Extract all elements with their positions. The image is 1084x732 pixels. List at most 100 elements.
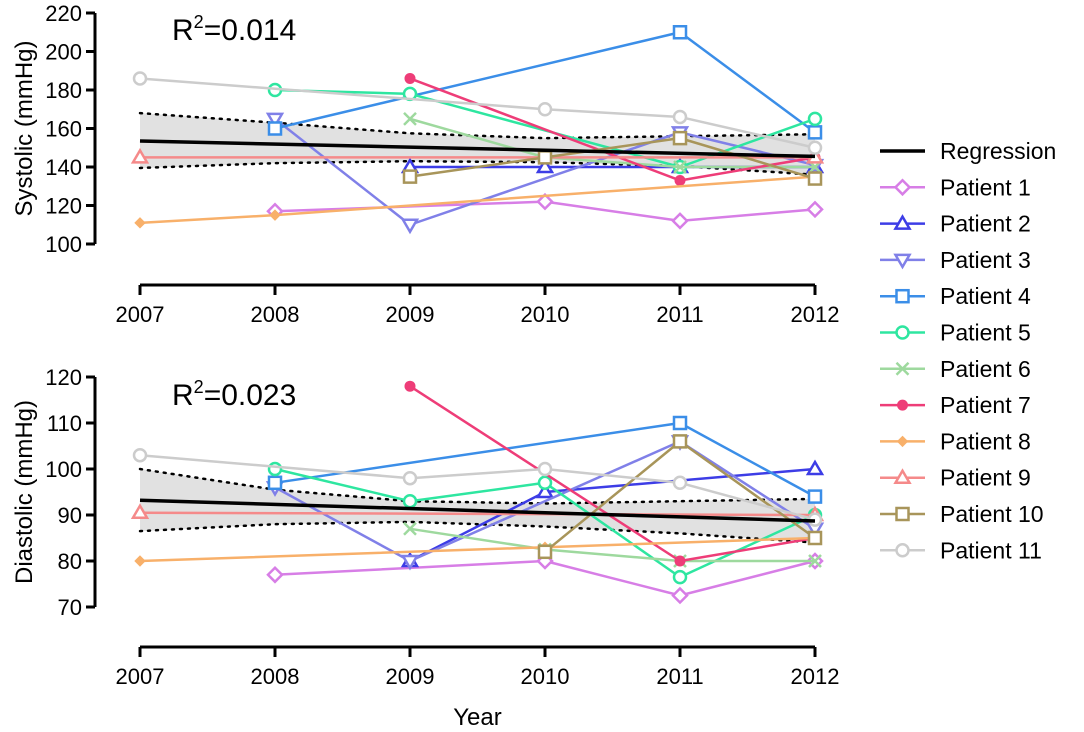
x-tick-label: 2009 [386,664,435,689]
data-point [672,109,688,125]
legend-label: Patient 11 [940,537,1042,563]
y-tick-label: 100 [45,232,82,257]
data-point [807,171,823,186]
legend-label: Patient 4 [940,283,1031,309]
data-point [267,475,283,491]
series-line [274,31,816,134]
ci-lower-line [138,520,817,544]
data-point [266,566,284,584]
legend-label: Patient 10 [940,501,1044,527]
data-point [265,112,285,129]
data-point [400,554,420,571]
data-point [807,530,823,546]
confidence-band-fill [140,113,815,175]
x-tick-label: 2011 [656,664,703,689]
legend-label: Regression [940,138,1056,164]
series-line [139,511,816,517]
systolic-r-squared: R2=0.014 [172,12,296,47]
data-point [537,461,553,477]
legend-label: Patient 1 [940,174,1031,200]
x-tick-label: 2010 [521,664,570,689]
legend-marker [895,361,910,376]
data-point [807,111,823,127]
data-point [403,521,417,536]
data-point [400,218,420,235]
legend-marker [896,435,909,448]
data-point [132,447,148,463]
diastolic-confidence-band [138,467,817,544]
data-point [672,25,688,40]
data-point [402,470,418,486]
legend-label: Patient 7 [940,392,1031,418]
ci-upper-line [138,111,817,140]
data-point [673,160,687,174]
series-line [274,440,816,563]
legend-label: Patient 2 [940,211,1031,237]
x-tick-label: 2009 [386,302,435,327]
data-point [807,489,823,504]
y-tick-label: 110 [47,411,82,436]
y-tick-label: 220 [45,1,82,26]
legend-label: Patient 8 [940,428,1031,454]
data-point [134,217,146,229]
legend-marker [893,253,912,270]
systolic-series-patient-9 [130,147,825,164]
y-tick-label: 160 [45,117,82,142]
x-tick-label: 2010 [521,302,570,327]
diastolic-series-patient-4 [267,415,823,504]
data-point [674,555,686,567]
legend-item: Patient 5 [880,320,1031,346]
legend-label: Patient 6 [940,356,1031,382]
systolic-panel: 100 120 140 160 180 200 220 Systolic (mmHg) 2007… [11,1,839,327]
data-point [537,102,553,117]
data-point [130,147,150,164]
data-point [537,150,553,165]
x-tick-label: 2007 [116,664,165,689]
data-point [130,503,150,519]
systolic-series-patient-8 [134,170,821,229]
legend: Regression Patient 1 Patient 2 Patient 3 Pat… [880,138,1056,563]
legend-item: Patient 8 [880,428,1031,454]
series-line [139,536,816,563]
ci-upper-line [138,467,817,505]
legend-marker [895,543,910,558]
legend-item: Regression [880,138,1056,164]
legend-item: Patient 7 [880,392,1031,418]
legend-marker [895,288,910,304]
series-line [409,117,815,169]
data-point [805,459,825,476]
legend-marker [895,325,910,340]
legend-marker [895,506,910,522]
x-tick-label: 2011 [656,302,703,327]
y-tick-label: 80 [58,549,82,574]
systolic-series-patient-1 [266,192,824,230]
systolic-series-patient-4 [267,25,823,140]
legend-marker [893,214,912,230]
legend-item: Patient 10 [880,501,1044,527]
legend-item: Patient 9 [880,465,1031,491]
data-point [404,380,416,392]
legend-item: Patient 2 [880,211,1031,237]
data-point [269,209,281,221]
systolic-x-axis: 2007 2008 2009 2010 2011 2012 [116,283,839,327]
legend-marker [893,178,912,197]
data-point [536,192,554,211]
legend-label: Patient 3 [940,247,1031,273]
x-tick-label: 2007 [116,302,165,327]
data-point [403,111,417,126]
series-line [274,117,816,226]
legend-marker [897,399,908,411]
data-point [672,415,688,431]
data-point [807,140,823,155]
systolic-series-patient-11 [132,71,823,155]
legend-item: Patient 6 [880,356,1031,382]
series-line [139,175,816,225]
data-point [672,475,688,491]
legend-marker [893,468,912,484]
diastolic-y-axis-title: Diastolic (mmHg) [11,400,38,584]
data-point [808,554,822,568]
data-point [672,130,688,146]
x-tick-label: 2008 [251,664,300,689]
